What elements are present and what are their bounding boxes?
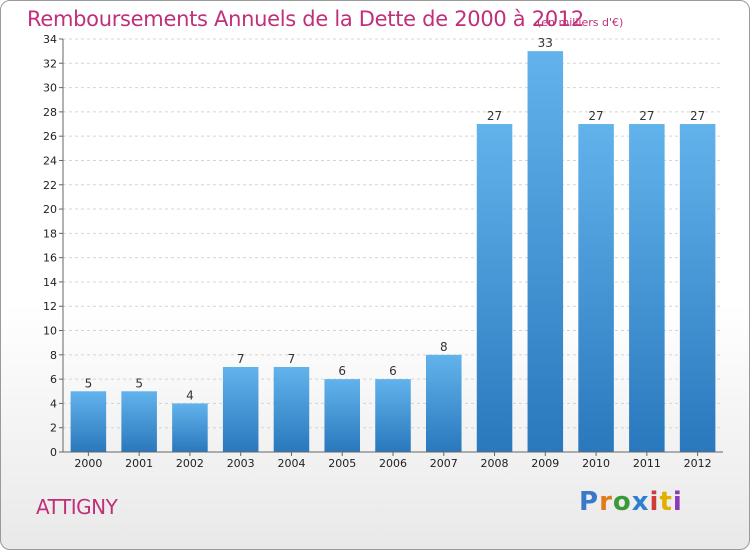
bar-value-label: 27 (487, 109, 502, 123)
y-tick-label: 30 (43, 82, 57, 95)
y-tick-label: 10 (43, 325, 57, 338)
bar-value-label: 4 (186, 388, 194, 402)
bar-value-label: 27 (588, 109, 603, 123)
y-tick-label: 20 (43, 203, 57, 216)
bar-value-label: 27 (690, 109, 705, 123)
y-tick-label: 24 (43, 154, 57, 167)
logo-letter: P (579, 487, 600, 517)
bar (324, 379, 360, 452)
logo-letter: t (659, 487, 673, 517)
bar (578, 124, 614, 452)
bar (222, 366, 259, 452)
bar-value-label: 8 (440, 340, 448, 354)
bar-value-label: 6 (389, 364, 397, 378)
bar (426, 354, 462, 452)
y-tick-label: 0 (50, 446, 57, 459)
chart-title: Remboursements Annuels de la Dette de 20… (27, 7, 584, 31)
bar (629, 124, 665, 452)
unit-label: (en milliers d'€) (537, 16, 624, 29)
y-tick-label: 6 (50, 373, 57, 386)
bar-value-label: 33 (538, 36, 553, 50)
x-tick-label: 2006 (379, 457, 407, 470)
y-tick-label: 4 (50, 397, 57, 410)
x-tick-label: 2009 (531, 457, 559, 470)
y-tick-label: 26 (43, 130, 57, 143)
x-tick-label: 2011 (633, 457, 661, 470)
bar (375, 379, 411, 452)
y-tick-label: 28 (43, 106, 57, 119)
y-tick-label: 32 (43, 57, 57, 70)
logo-letter: i (649, 487, 660, 517)
x-tick-label: 2002 (176, 457, 204, 470)
bar-value-label: 7 (288, 352, 296, 366)
y-tick-label: 14 (43, 276, 57, 289)
x-tick-label: 2000 (74, 457, 102, 470)
x-tick-label: 2012 (684, 457, 712, 470)
bar (70, 391, 107, 452)
bar-value-label: 5 (85, 376, 93, 390)
bar (172, 403, 208, 452)
logo-letter: i (672, 487, 683, 517)
x-tick-label: 2005 (328, 457, 356, 470)
bar-value-label: 5 (135, 376, 143, 390)
bar-value-label: 27 (639, 109, 654, 123)
y-tick-label: 2 (50, 422, 57, 435)
x-tick-label: 2007 (430, 457, 458, 470)
y-tick-label: 16 (43, 252, 57, 265)
town-name: ATTIGNY (36, 495, 118, 519)
x-tick-label: 2001 (125, 457, 153, 470)
bar (527, 51, 564, 452)
bars (70, 51, 716, 452)
x-tick-label: 2003 (227, 457, 255, 470)
y-tick-label: 18 (43, 227, 57, 240)
y-tick-label: 22 (43, 179, 57, 192)
y-tick-label: 34 (43, 33, 57, 46)
bar (679, 124, 716, 452)
x-tick-label: 2004 (277, 457, 305, 470)
bar (476, 124, 513, 452)
y-tick-label: 12 (43, 300, 57, 313)
y-tick-label: 8 (50, 349, 57, 362)
proxiti-logo: Proxiti (579, 487, 683, 517)
x-tick-label: 2008 (481, 457, 509, 470)
logo-letter: o (612, 487, 632, 517)
axes (59, 38, 723, 456)
x-tick-label: 2010 (582, 457, 610, 470)
bar-value-label: 6 (338, 364, 346, 378)
tick-labels: 0246810121416182022242628303234520005200… (43, 33, 712, 470)
bar (121, 391, 157, 452)
logo-letter: x (631, 487, 650, 517)
bar (273, 366, 310, 452)
bar-value-label: 7 (237, 352, 245, 366)
logo-letter: r (599, 487, 613, 517)
